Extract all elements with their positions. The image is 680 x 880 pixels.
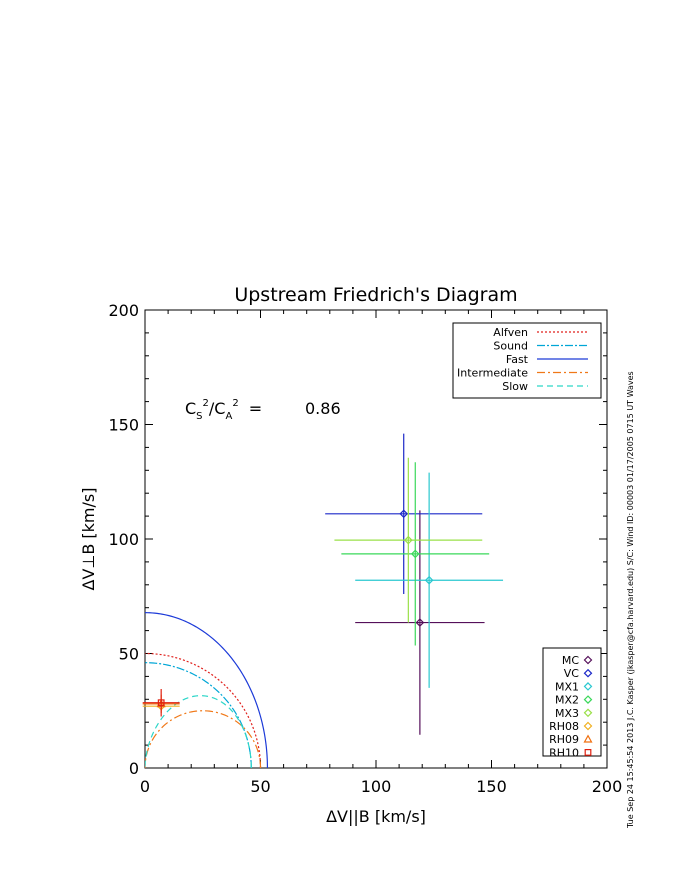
y-tick-label: 50: [119, 645, 139, 664]
rh10-legend-label: RH10: [549, 746, 579, 759]
x-tick-label: 50: [250, 777, 270, 796]
rh09-legend-label: RH09: [549, 733, 579, 746]
mx3-legend-label: MX3: [555, 707, 579, 720]
y-tick-label: 100: [108, 530, 139, 549]
intermediate-legend-label: Intermediate: [457, 367, 528, 380]
rh10-point-marker: [157, 699, 165, 707]
slow-legend-label: Slow: [502, 380, 528, 393]
mx1-point-marker: [424, 575, 434, 585]
chart-title: Upstream Friedrich's Diagram: [234, 284, 517, 306]
point-legend-box: [542, 647, 602, 757]
fast-legend-label: Fast: [506, 353, 529, 366]
y-tick-label: 200: [108, 301, 139, 320]
intermediate-curve: [145, 710, 262, 768]
wave-curves: [145, 612, 269, 768]
data-points: [142, 433, 504, 735]
svg-text:CS2/CA2=: CS2/CA2 =: [185, 398, 262, 422]
x-tick-label: 150: [476, 777, 507, 796]
x-tick-label: 0: [140, 777, 150, 796]
ratio-value: 0.86: [305, 399, 341, 418]
mc-point-marker: [415, 618, 425, 627]
mx2-point-marker: [410, 549, 420, 559]
mx2-legend-label: MX2: [555, 694, 579, 707]
y-tick-label: 0: [129, 759, 139, 778]
mx3-legend-marker: [583, 708, 593, 718]
y-axis-label: ΔV⊥B [km/s]: [79, 488, 98, 591]
vc-legend-marker: [583, 668, 593, 678]
rh09-legend-marker: [583, 734, 593, 743]
alfven-curve: [145, 652, 262, 768]
mx2-legend-marker: [583, 695, 593, 704]
slow-curve: [145, 695, 252, 768]
mx1-legend-label: MX1: [555, 680, 579, 693]
x-tick-label: 100: [361, 777, 392, 796]
mc-legend-label: MC: [562, 654, 579, 667]
curve-legend-box: [452, 322, 602, 399]
mx3-point-marker: [403, 535, 413, 545]
fast-curve: [145, 612, 269, 768]
alfven-legend-label: Alfven: [493, 326, 528, 339]
mx1-legend-marker: [583, 682, 593, 691]
vc-point-marker: [399, 509, 409, 519]
timestamp-side-text: Tue Sep 24 15:45:54 2013 J.C. Kasper (jk…: [626, 371, 635, 829]
x-axis-label: ΔV||B [km/s]: [326, 807, 426, 826]
mc-legend-marker: [583, 655, 593, 665]
rh08-legend-label: RH08: [549, 720, 579, 733]
x-tick-label: 200: [592, 777, 623, 796]
y-axis: 0 50 100 150 200: [108, 301, 607, 778]
sound-legend-label: Sound: [493, 340, 528, 353]
rh10-legend-marker: [584, 748, 592, 756]
rh08-legend-marker: [583, 721, 593, 731]
sound-speed-ratio-annotation: CS2/CA2 = 0.86: [185, 398, 341, 422]
vc-legend-label: VC: [564, 667, 580, 680]
y-tick-label: 150: [108, 416, 139, 435]
